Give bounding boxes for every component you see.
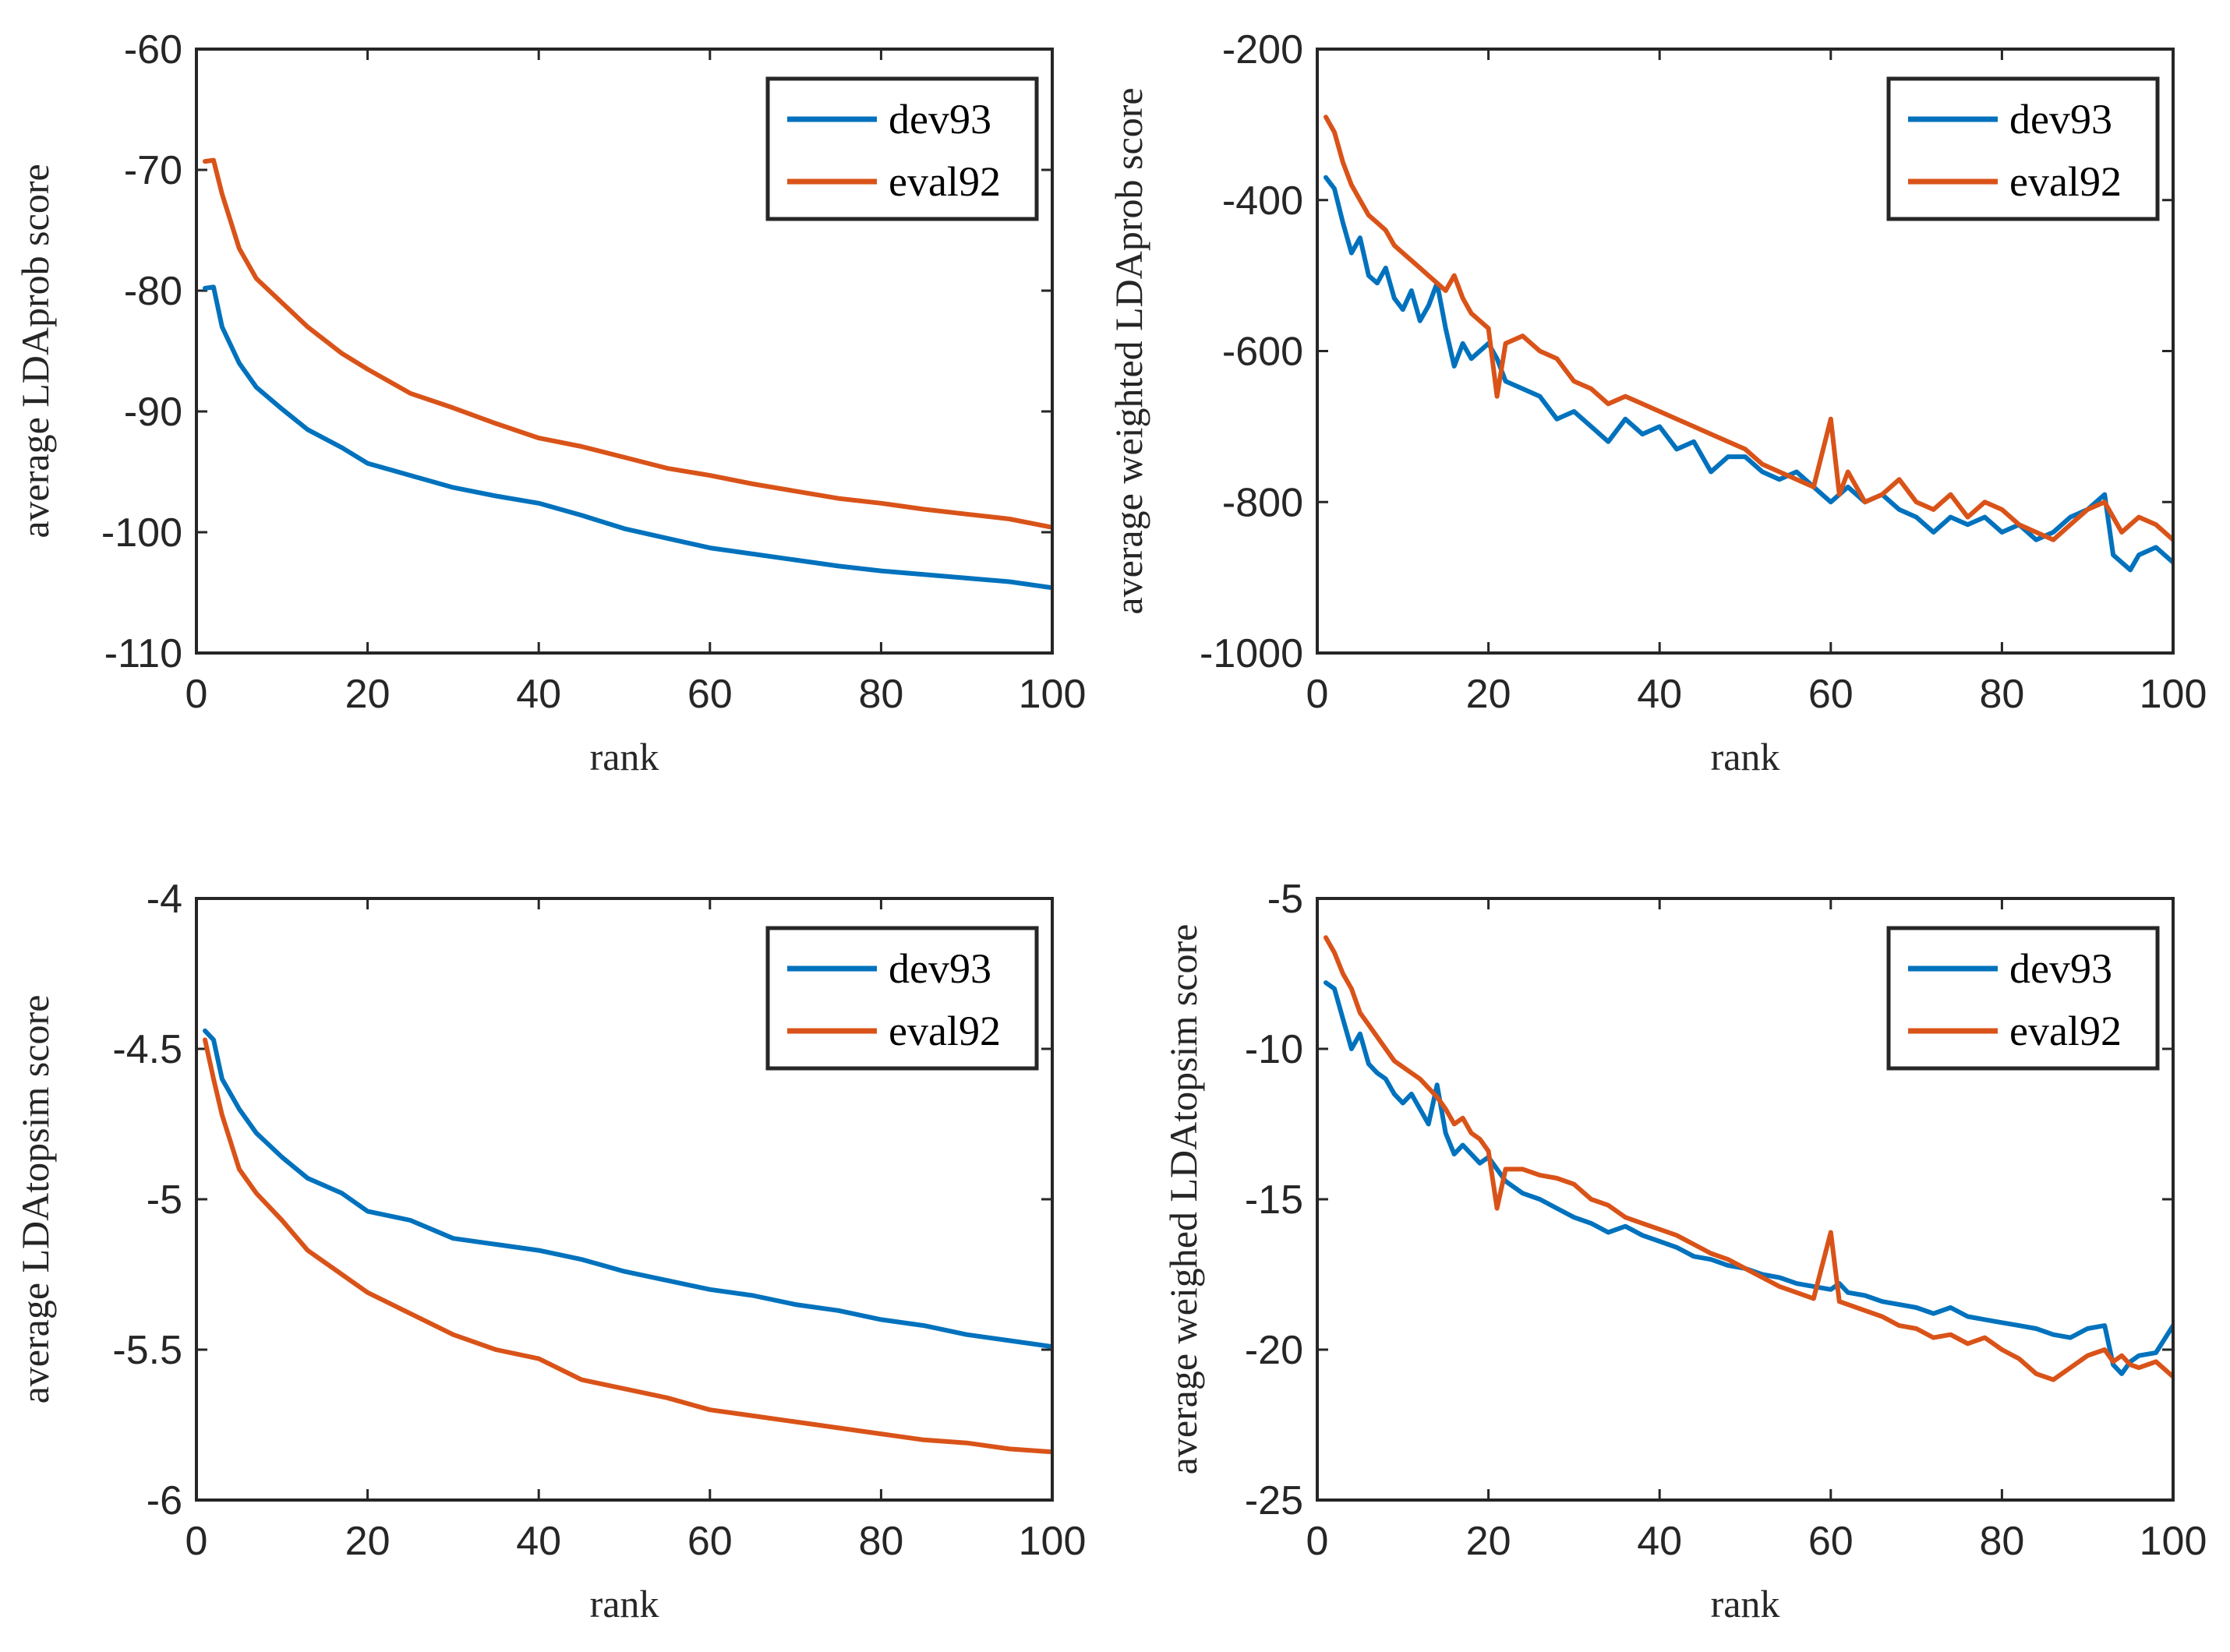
y-tick-label: -600 bbox=[1222, 330, 1303, 375]
legend-label-eval92: eval92 bbox=[2009, 158, 2122, 205]
x-tick-label: 80 bbox=[858, 672, 903, 717]
series-line-dev93 bbox=[203, 284, 1052, 591]
series-line-dev93 bbox=[1324, 980, 2173, 1376]
y-tick-label: -70 bbox=[124, 148, 182, 193]
y-tick-label: -4.5 bbox=[112, 1027, 182, 1072]
x-tick-label: 80 bbox=[1979, 1519, 2024, 1564]
chart-3: 0 20 40 60 80 100 -4 -4.5 -5 -5.5 -6 rank average LD… bbox=[13, 877, 1086, 1626]
y-tick-label: -5.5 bbox=[112, 1328, 182, 1373]
legend-label-dev93: dev93 bbox=[889, 945, 991, 992]
y-axis-label: average LDAtopsim score bbox=[13, 995, 57, 1404]
x-tick-label: 60 bbox=[1808, 672, 1854, 717]
x-tick-label: 80 bbox=[858, 1519, 903, 1564]
plot-frame bbox=[1316, 48, 2175, 655]
legend-label-dev93: dev93 bbox=[2009, 945, 2112, 992]
series-line-eval92 bbox=[203, 157, 1052, 530]
y-tick-label: -20 bbox=[1245, 1328, 1303, 1373]
x-tick-label: 40 bbox=[1637, 1519, 1682, 1564]
legend-box bbox=[765, 926, 1039, 1071]
y-tick-label: -4 bbox=[147, 877, 182, 922]
series-line-dev93 bbox=[203, 1028, 1052, 1350]
y-tick-label: -60 bbox=[124, 27, 182, 72]
x-tick-label: 60 bbox=[687, 672, 733, 717]
x-tick-label: 60 bbox=[1808, 1519, 1854, 1564]
y-tick-label: -800 bbox=[1222, 480, 1303, 525]
legend-label-eval92: eval92 bbox=[889, 1008, 1001, 1054]
x-tick-label: 100 bbox=[2140, 1519, 2207, 1564]
x-tick-label: 0 bbox=[1306, 672, 1329, 717]
y-tick-label: -5 bbox=[147, 1177, 182, 1223]
legend-box bbox=[765, 76, 1039, 221]
y-tick-label: -1000 bbox=[1200, 631, 1303, 676]
legend-label-eval92: eval92 bbox=[889, 158, 1001, 205]
y-axis-label: average LDAprob score bbox=[13, 164, 57, 538]
y-tick-label: -80 bbox=[124, 269, 182, 314]
x-tick-label: 40 bbox=[516, 672, 561, 717]
chart-4: 0 20 40 60 80 100 -5 -10 -15 -20 -25 rank average we… bbox=[1161, 877, 2207, 1626]
x-tick-label: 100 bbox=[2140, 672, 2207, 717]
x-axis-label: rank bbox=[1711, 1582, 1780, 1626]
legend-label-eval92: eval92 bbox=[2009, 1008, 2122, 1054]
chart-1: 0 20 40 60 80 100 -60 -70 -80 -90 -100 -110 rank aver… bbox=[13, 27, 1086, 778]
x-tick-label: 20 bbox=[345, 672, 391, 717]
x-tick-label: 0 bbox=[186, 672, 208, 717]
y-tick-label: -5 bbox=[1267, 877, 1303, 922]
legend-label-dev93: dev93 bbox=[2009, 96, 2112, 143]
y-tick-label: -200 bbox=[1222, 27, 1303, 72]
x-tick-label: 0 bbox=[1306, 1519, 1329, 1564]
legend-box bbox=[1886, 926, 2160, 1071]
legend: dev93 eval92 bbox=[765, 76, 1039, 221]
y-tick-label: -400 bbox=[1222, 178, 1303, 224]
legend-box bbox=[1886, 76, 2160, 221]
x-tick-label: 20 bbox=[345, 1519, 391, 1564]
y-axis-label: average weighed LDAtopsim score bbox=[1161, 924, 1205, 1475]
x-tick-label: 100 bbox=[1019, 672, 1087, 717]
x-axis-label: rank bbox=[590, 735, 659, 778]
legend-label-dev93: dev93 bbox=[889, 96, 991, 143]
plot-frame bbox=[195, 897, 1054, 1502]
x-tick-label: 0 bbox=[186, 1519, 208, 1564]
legend: dev93 eval92 bbox=[765, 926, 1039, 1071]
y-tick-label: -25 bbox=[1245, 1478, 1303, 1523]
plot-frame bbox=[195, 48, 1054, 655]
y-tick-label: -6 bbox=[147, 1478, 182, 1523]
y-axis-label: average weighted LDAprob score bbox=[1107, 87, 1150, 614]
x-axis-label: rank bbox=[590, 1582, 659, 1626]
y-tick-label: -15 bbox=[1245, 1177, 1303, 1223]
legend: dev93 eval92 bbox=[1886, 926, 2160, 1071]
legend: dev93 eval92 bbox=[1886, 76, 2160, 221]
y-tick-label: -10 bbox=[1245, 1027, 1303, 1072]
x-tick-label: 80 bbox=[1979, 672, 2024, 717]
plot-frame bbox=[1316, 897, 2175, 1502]
x-tick-label: 20 bbox=[1466, 1519, 1511, 1564]
y-tick-label: -110 bbox=[104, 631, 182, 676]
x-tick-label: 40 bbox=[1637, 672, 1682, 717]
chart-2: 0 20 40 60 80 100 -200 -400 -600 -800 -1000 rank ave… bbox=[1107, 27, 2207, 778]
series-line-eval92 bbox=[203, 1037, 1052, 1455]
y-tick-label: -90 bbox=[124, 390, 182, 435]
series-line-eval92 bbox=[1324, 115, 2173, 542]
series-line-dev93 bbox=[1324, 175, 2173, 573]
series-line-eval92 bbox=[1324, 935, 2173, 1382]
x-tick-label: 100 bbox=[1019, 1519, 1087, 1564]
x-tick-label: 40 bbox=[516, 1519, 561, 1564]
x-tick-label: 20 bbox=[1466, 672, 1511, 717]
x-tick-label: 60 bbox=[687, 1519, 733, 1564]
y-tick-label: -100 bbox=[101, 510, 182, 556]
x-axis-label: rank bbox=[1711, 735, 1780, 778]
